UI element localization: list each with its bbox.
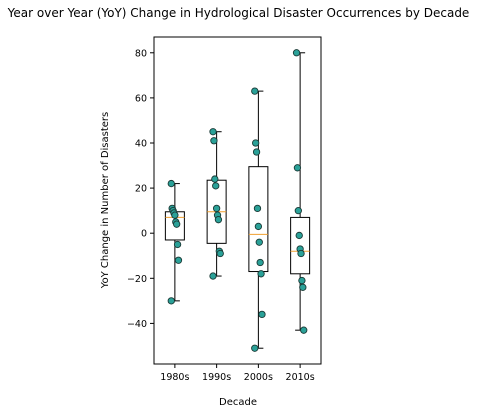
box-group-2010s bbox=[290, 49, 311, 334]
data-point bbox=[173, 220, 181, 228]
box-group-2000s bbox=[248, 87, 269, 352]
data-point bbox=[210, 137, 218, 145]
x-axis: 1980s 1990s 2000s 2010s bbox=[160, 364, 315, 383]
data-point bbox=[174, 256, 183, 264]
data-point bbox=[252, 139, 260, 147]
data-point bbox=[216, 249, 224, 258]
data-point bbox=[295, 231, 303, 240]
y-tick-label: 40 bbox=[135, 138, 147, 149]
data-point bbox=[257, 270, 265, 278]
x-tick-label: 2010s bbox=[286, 372, 315, 383]
y-tick-label: 20 bbox=[135, 184, 147, 195]
data-point bbox=[294, 206, 302, 215]
data-point bbox=[299, 283, 307, 291]
data-point bbox=[251, 344, 259, 352]
data-point bbox=[293, 164, 302, 172]
data-point bbox=[254, 222, 263, 231]
data-point bbox=[209, 128, 217, 136]
x-tick-label: 1990s bbox=[202, 372, 231, 383]
box bbox=[248, 166, 269, 273]
data-point bbox=[214, 216, 223, 224]
data-point bbox=[251, 87, 259, 95]
y-axis-label: YoY Change in Number of Disasters bbox=[100, 112, 111, 290]
data-point bbox=[209, 272, 217, 280]
boxes bbox=[164, 49, 311, 352]
data-point bbox=[212, 182, 220, 190]
y-tick-label: 60 bbox=[135, 93, 147, 104]
y-tick-label: −20 bbox=[127, 274, 147, 285]
x-tick-label: 1980s bbox=[160, 372, 189, 383]
data-point bbox=[297, 249, 305, 258]
data-point bbox=[167, 297, 175, 305]
data-point bbox=[252, 148, 261, 156]
plot-frame bbox=[153, 36, 322, 365]
data-point bbox=[212, 204, 221, 213]
data-point bbox=[171, 211, 179, 219]
data-point bbox=[167, 179, 175, 188]
data-point bbox=[211, 175, 219, 183]
y-tick-label: 0 bbox=[141, 229, 147, 240]
x-axis-label: Decade bbox=[219, 397, 257, 408]
box-group-1980s bbox=[164, 179, 185, 305]
data-point bbox=[255, 238, 263, 246]
x-tick-label: 2000s bbox=[244, 372, 273, 383]
data-point bbox=[173, 240, 182, 249]
data-point bbox=[258, 310, 266, 319]
y-axis: −40 −20 0 20 40 60 80 bbox=[127, 48, 154, 330]
data-point bbox=[253, 204, 262, 213]
chart-title: Year over Year (YoY) Change in Hydrologi… bbox=[7, 6, 470, 20]
box-group-1990s bbox=[206, 128, 227, 280]
data-point bbox=[300, 326, 308, 334]
data-point bbox=[256, 258, 264, 267]
y-tick-label: −40 bbox=[127, 319, 147, 330]
plot-area: −40 −20 0 20 40 60 80 1980s 1990s 2000s 2010s bbox=[127, 36, 322, 383]
data-point bbox=[292, 49, 301, 57]
y-tick-label: 80 bbox=[135, 48, 147, 59]
data-point bbox=[298, 276, 306, 285]
